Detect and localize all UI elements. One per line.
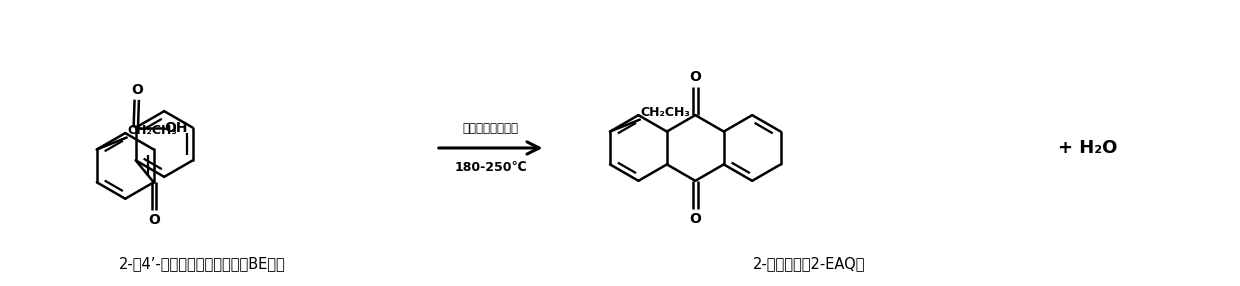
Text: CH₂CH₃: CH₂CH₃ — [641, 106, 691, 119]
Text: OH: OH — [165, 121, 188, 135]
Text: 2-乙基葟醉（2-EAQ）: 2-乙基葟醉（2-EAQ） — [753, 256, 866, 271]
Text: O: O — [148, 213, 160, 227]
Text: 2-（4’-乙基苯甲酰）苯甲酸（BE酸）: 2-（4’-乙基苯甲酰）苯甲酸（BE酸） — [119, 256, 285, 271]
Text: O: O — [131, 83, 143, 97]
Text: O: O — [689, 70, 702, 84]
Text: O: O — [689, 212, 702, 226]
Text: 杂多酸插层水滑石: 杂多酸插层水滑石 — [463, 122, 518, 135]
Text: + H₂O: + H₂O — [1058, 139, 1117, 157]
Text: CH₂CH₃: CH₂CH₃ — [128, 124, 177, 136]
Text: 180-250℃: 180-250℃ — [454, 161, 527, 174]
